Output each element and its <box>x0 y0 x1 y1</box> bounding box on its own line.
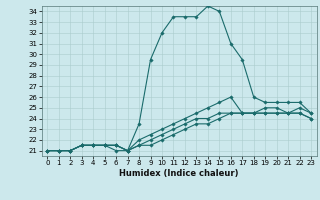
X-axis label: Humidex (Indice chaleur): Humidex (Indice chaleur) <box>119 169 239 178</box>
